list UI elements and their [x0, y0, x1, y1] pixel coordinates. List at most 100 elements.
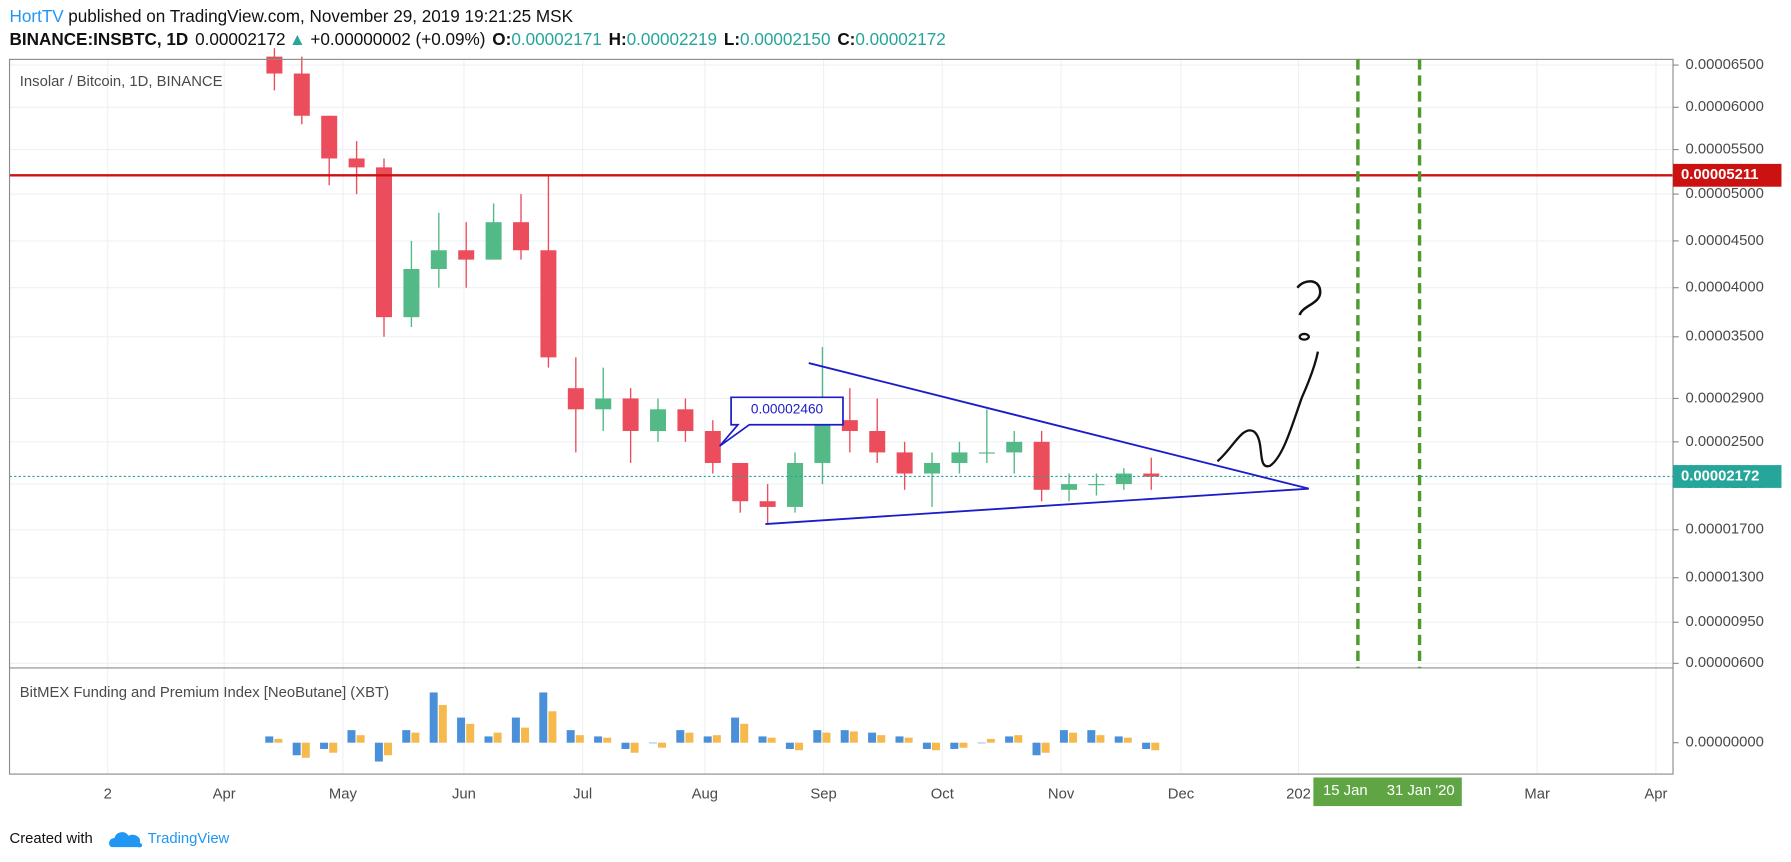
bar: [767, 737, 776, 743]
candle-body: [1115, 473, 1132, 485]
highlight-label: 15 Jan: [1323, 783, 1368, 799]
bar: [849, 731, 858, 743]
bar: [822, 732, 831, 743]
bar: [1096, 735, 1105, 743]
bar: [676, 730, 685, 743]
bar: [977, 742, 986, 744]
candle-body: [1033, 441, 1050, 490]
candle-body: [595, 398, 612, 410]
bar: [648, 742, 657, 744]
author[interactable]: HortTV: [10, 7, 65, 26]
x-tick-label: 202: [1286, 787, 1311, 803]
bar: [566, 730, 575, 743]
bar: [922, 742, 931, 749]
candle-body: [1006, 441, 1023, 453]
open-label: O:: [492, 29, 511, 48]
drawing: [1298, 332, 1310, 341]
candle-body: [376, 167, 393, 318]
bar: [932, 742, 941, 751]
date-highlight: [1313, 777, 1462, 807]
bar: [603, 737, 612, 743]
bar: [1041, 742, 1050, 753]
bar: [594, 736, 603, 743]
y-tick-label: 0.00001300: [1686, 570, 1764, 586]
low: 0.00002150: [740, 29, 830, 48]
y-tick-label: 0.00000000: [1686, 735, 1764, 751]
bar: [904, 737, 913, 743]
bar: [731, 717, 740, 743]
symbol-line: BINANCE:INSBTC, 1D 0.00002172 ▲ +0.00000002…: [10, 29, 946, 48]
bar: [347, 730, 356, 743]
candle-body: [732, 462, 749, 502]
y-tick-label: 0.00002900: [1686, 390, 1764, 406]
logo: [109, 832, 143, 848]
bar: [795, 742, 804, 751]
close: 0.00002172: [855, 29, 945, 48]
candle-body: [951, 452, 968, 463]
y-tick-label: 0.00005000: [1686, 186, 1764, 202]
high: 0.00002219: [627, 29, 717, 48]
bar: [356, 735, 365, 743]
y-tick-label: 0.00001700: [1686, 522, 1764, 538]
bar: [959, 742, 968, 748]
change: +0.00000002 (+0.09%): [310, 29, 485, 48]
bar: [1014, 735, 1023, 743]
bar: [1123, 737, 1132, 743]
bar: [493, 732, 502, 743]
bar: [1059, 730, 1068, 743]
x-tick-label: Dec: [1168, 787, 1195, 803]
x-tick-label: Aug: [692, 787, 718, 803]
y-tick-label: 0.00006000: [1686, 99, 1764, 115]
price-tag-label: 0.00002172: [1681, 468, 1759, 484]
candle-body: [1061, 484, 1078, 490]
bar: [457, 717, 466, 743]
last: 0.00002172: [195, 29, 285, 48]
candle-body: [430, 250, 447, 269]
bar: [813, 730, 822, 743]
x-tick-label: Mar: [1524, 787, 1550, 803]
y-tick-label: 0.00003500: [1686, 329, 1764, 345]
candle-body: [841, 420, 858, 431]
candle-body: [1088, 484, 1105, 486]
y-tick-label: 0.00002500: [1686, 434, 1764, 450]
bar: [877, 735, 886, 743]
drawing: [1296, 280, 1322, 316]
x-tick-label: May: [329, 787, 358, 803]
candle-body: [321, 115, 338, 159]
bar: [384, 742, 393, 756]
y-tick-label: 0.00000950: [1686, 614, 1764, 630]
trendline: [808, 362, 1310, 490]
bar: [1151, 742, 1160, 751]
low-label: L:: [724, 29, 740, 48]
candle-body: [978, 452, 995, 454]
bar: [758, 736, 767, 743]
x-tick-label: Nov: [1048, 787, 1075, 803]
candle-body: [787, 462, 804, 507]
bar: [292, 742, 301, 756]
y-tick-label: 0.00006500: [1686, 57, 1764, 73]
candle-body: [485, 222, 502, 260]
bar: [1069, 732, 1078, 743]
y-tick-label: 0.00000600: [1686, 655, 1764, 671]
pane-title: BitMEX Funding and Premium Index [NeoBut…: [20, 685, 389, 701]
bar: [301, 742, 310, 758]
bar: [703, 736, 712, 743]
bar: [329, 742, 338, 753]
callout: [719, 396, 844, 447]
candle-body: [896, 452, 913, 474]
candle-body: [650, 409, 667, 431]
candle-body: [704, 431, 721, 463]
y-tick-label: 0.00004500: [1686, 233, 1764, 249]
y-tick-label: 0.00005500: [1686, 141, 1764, 157]
drawing: [1216, 351, 1320, 468]
footer-brand[interactable]: TradingView: [148, 831, 230, 847]
bar: [539, 692, 548, 743]
bar: [950, 742, 959, 749]
bar: [466, 723, 475, 743]
candle-body: [458, 250, 475, 260]
price-tag: [1673, 465, 1782, 488]
bar: [548, 711, 557, 743]
high-label: H:: [609, 29, 627, 48]
bar: [1032, 742, 1041, 756]
